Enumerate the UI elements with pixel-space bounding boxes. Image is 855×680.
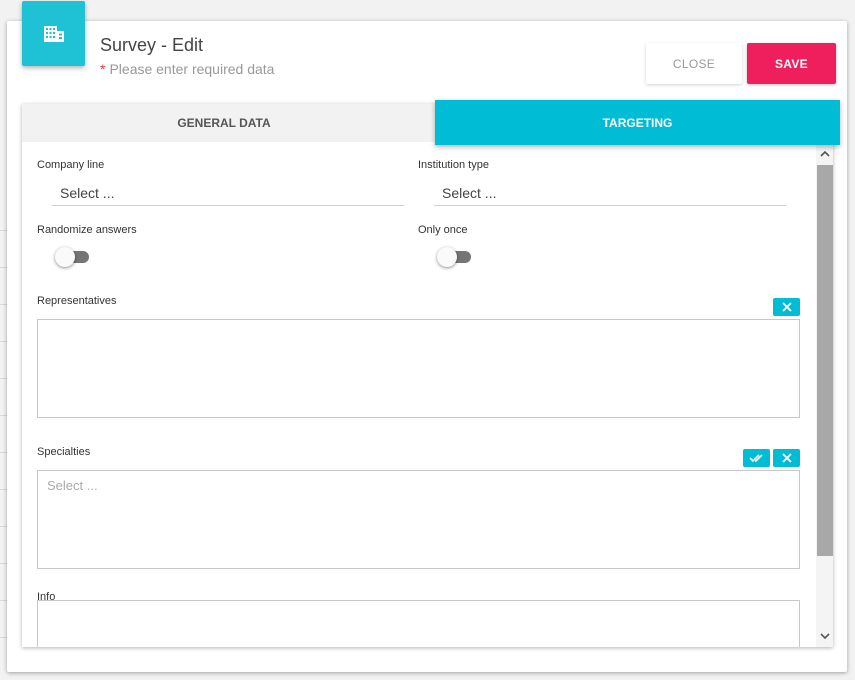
scroll-down-button[interactable] — [816, 628, 833, 645]
close-icon — [781, 302, 792, 312]
double-check-icon — [748, 454, 763, 463]
targeting-form: Company line Select ... Institution type… — [22, 142, 816, 647]
company-line-label: Company line — [37, 159, 105, 171]
scrollbar[interactable] — [816, 142, 833, 647]
background-divider — [0, 563, 8, 564]
close-icon — [781, 453, 792, 463]
only-once-label: Only once — [418, 224, 468, 236]
background-divider — [0, 230, 8, 231]
scrollbar-thumb[interactable] — [817, 165, 833, 556]
only-once-toggle[interactable] — [437, 247, 473, 267]
save-button[interactable]: SAVE — [747, 43, 836, 84]
institution-type-select[interactable]: Select ... — [434, 182, 786, 206]
chevron-down-icon — [819, 633, 830, 640]
background-divider — [0, 637, 8, 638]
required-hint: Please enter required data — [109, 61, 275, 77]
chevron-up-icon — [819, 150, 830, 157]
randomize-answers-label: Randomize answers — [37, 224, 137, 236]
specialties-multiselect[interactable]: Select ... — [37, 470, 800, 569]
background-divider — [0, 415, 8, 416]
representatives-label: Representatives — [37, 295, 117, 307]
info-textarea[interactable] — [37, 600, 800, 647]
close-button[interactable]: CLOSE — [646, 43, 742, 84]
form-panel: GENERAL DATA Company line Select ... Ins… — [22, 104, 833, 647]
building-icon — [22, 1, 85, 66]
toggle-knob — [437, 247, 457, 267]
tab-targeting[interactable]: TARGETING — [435, 100, 840, 145]
background-divider — [0, 267, 8, 268]
company-line-select[interactable]: Select ... — [52, 182, 404, 206]
dialog-title: Survey - Edit — [100, 35, 204, 55]
specialties-select-all-button[interactable] — [743, 449, 770, 467]
representatives-multiselect[interactable] — [37, 319, 800, 418]
background-divider — [0, 600, 8, 601]
representatives-clear-button[interactable] — [773, 298, 800, 316]
randomize-answers-toggle[interactable] — [55, 247, 91, 267]
tab-general-data[interactable]: GENERAL DATA — [177, 116, 271, 130]
background-divider — [0, 489, 8, 490]
institution-type-label: Institution type — [418, 159, 489, 171]
background-divider — [0, 378, 8, 379]
scroll-up-button[interactable] — [816, 145, 833, 162]
dialog-subtitle: * Please enter required data — [100, 61, 274, 77]
background-divider — [0, 452, 8, 453]
required-mark: * — [100, 61, 106, 77]
toggle-knob — [55, 247, 75, 267]
specialties-label: Specialties — [37, 446, 91, 458]
background-divider — [0, 341, 8, 342]
background-divider — [0, 526, 8, 527]
specialties-placeholder: Select ... — [47, 478, 98, 493]
specialties-clear-button[interactable] — [773, 449, 800, 467]
background-divider — [0, 304, 8, 305]
